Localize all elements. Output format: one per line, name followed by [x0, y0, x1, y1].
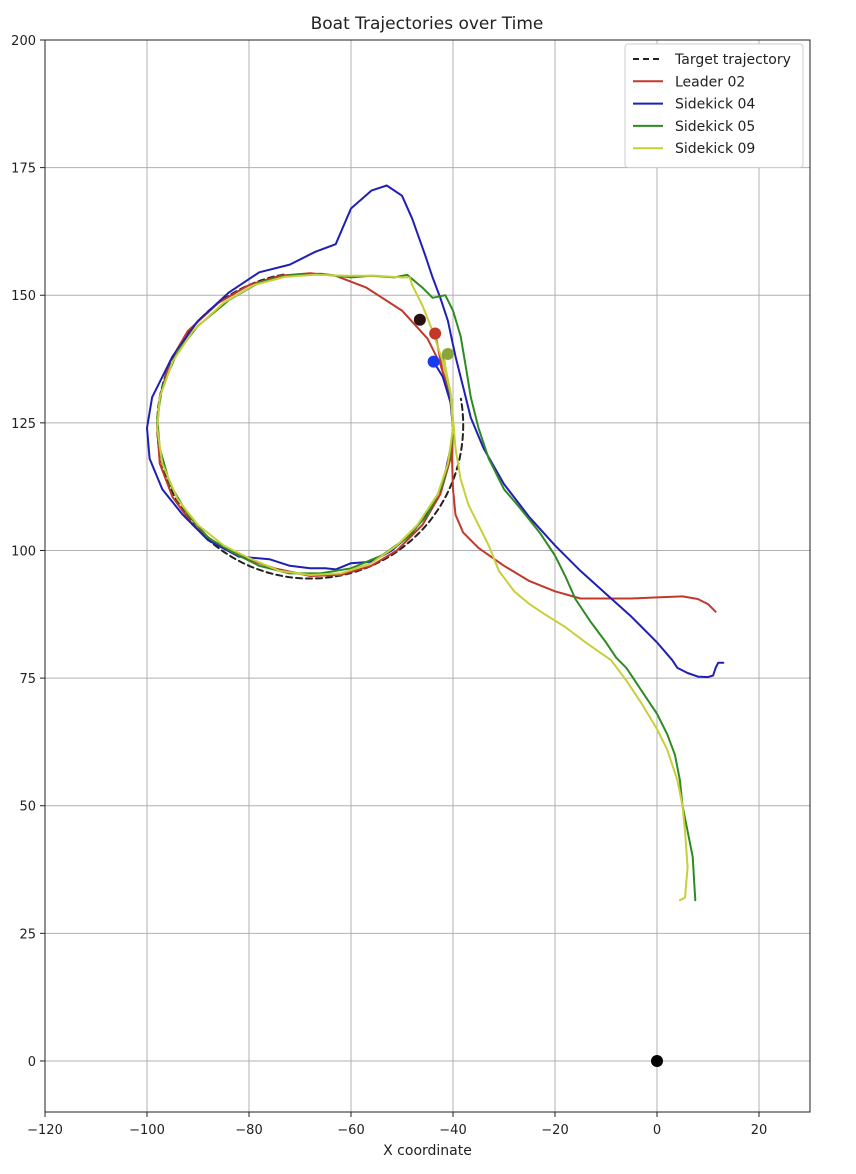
position-marker [441, 347, 454, 360]
y-tick-label: 150 [11, 289, 36, 304]
x-tick-label: −40 [439, 1123, 466, 1138]
legend-label: Target trajectory [674, 52, 791, 68]
grid-lines [44, 39, 810, 1112]
position-marker [427, 355, 440, 368]
series-line-leader-02 [156, 272, 717, 613]
y-tick-label: 175 [11, 162, 36, 177]
marker-layer [413, 313, 663, 1067]
y-tick-label: 25 [19, 927, 36, 942]
legend: Target trajectory Leader 02 Sidekick 04 Sid… [624, 43, 804, 168]
series-layer [146, 184, 725, 902]
position-marker [429, 327, 442, 340]
chart-title: Boat Trajectories over Time [311, 14, 544, 34]
x-tick-label: −80 [235, 1123, 262, 1138]
legend-label: Leader 02 [675, 74, 745, 90]
x-tick-label: −100 [129, 1123, 165, 1138]
legend-label: Sidekick 09 [675, 141, 755, 157]
position-marker [651, 1054, 663, 1067]
series-line-sidekick-09 [156, 273, 689, 902]
position-marker [413, 313, 426, 326]
x-axis-label: X coordinate [383, 1143, 472, 1159]
tick-layer: −120 −100 −80 −60 −40 −20 0 2002550751001251501… [11, 34, 767, 1138]
legend-label: Sidekick 04 [675, 97, 755, 113]
plot-frame [44, 39, 811, 1113]
y-tick-label: 200 [11, 34, 36, 49]
x-tick-label: −20 [541, 1123, 568, 1138]
y-tick-label: 125 [11, 417, 36, 432]
x-tick-label: −60 [337, 1123, 364, 1138]
x-tick-label: 0 [653, 1123, 661, 1138]
y-tick-label: 0 [28, 1055, 36, 1070]
legend-label: Sidekick 05 [675, 119, 755, 135]
series-line-sidekick-05 [156, 272, 697, 902]
x-tick-label: 20 [751, 1123, 768, 1138]
series-line-sidekick-04 [146, 184, 725, 679]
x-tick-label: −120 [27, 1123, 63, 1138]
y-tick-label: 50 [19, 800, 36, 815]
y-tick-label: 100 [11, 544, 36, 559]
y-tick-label: 75 [19, 672, 36, 687]
legend-box [624, 43, 804, 168]
